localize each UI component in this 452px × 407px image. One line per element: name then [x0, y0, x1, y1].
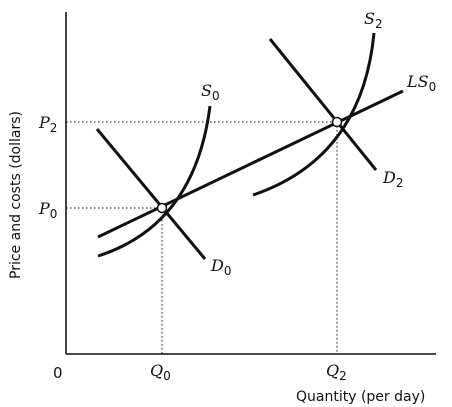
tick-label-q0: Q0	[150, 361, 171, 383]
x-axis-label: Quantity (per day)	[296, 389, 425, 405]
demand-curve-d2	[268, 38, 378, 171]
origin-label: 0	[53, 364, 63, 382]
demand-curve-d0	[95, 128, 207, 260]
y-axis-label: Price and costs (dollars)	[8, 111, 24, 279]
supply-curve-s0	[97, 105, 212, 258]
equilibrium-point-initial	[156, 202, 168, 214]
curve-label-ls0: LS0	[406, 72, 436, 94]
tick-label-p2: P2	[38, 113, 57, 135]
curve-label-s0: S0	[201, 81, 220, 103]
curve-label-d2: D2	[382, 168, 403, 190]
curve-label-s2: S2	[364, 9, 383, 31]
supply-curve-s2	[252, 32, 376, 197]
long-run-supply-curve-ls0	[97, 89, 404, 239]
curve-label-d0: D0	[210, 256, 231, 278]
equilibrium-point-new	[331, 116, 343, 128]
tick-label-p0: P0	[38, 199, 57, 221]
tick-label-q2: Q2	[326, 361, 347, 383]
